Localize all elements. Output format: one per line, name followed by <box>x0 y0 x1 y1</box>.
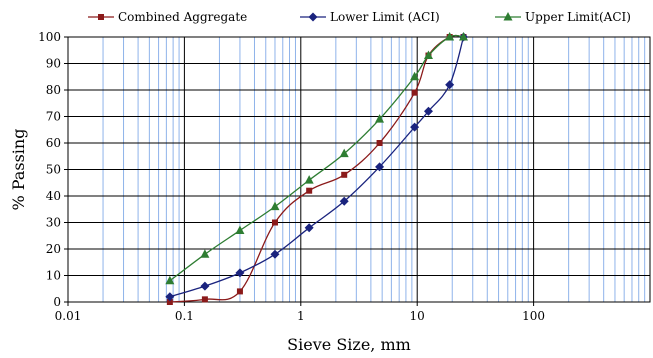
data-point <box>411 89 418 96</box>
legend-label: Upper Limit(ACI) <box>525 10 631 24</box>
data-point <box>166 299 173 305</box>
tick-labels: 0 10 20 30 40 50 60 70 80 90 100 0.01 0.1 1 10 100 <box>38 30 545 323</box>
legend-label: Combined Aggregate <box>118 10 247 24</box>
data-point <box>270 201 280 211</box>
data-point <box>236 288 243 295</box>
data-point <box>98 14 104 20</box>
data-point <box>308 12 318 22</box>
x-axis-title: Sieve Size, mm <box>287 335 411 354</box>
data-point <box>200 281 210 291</box>
x-tick-label: 100 <box>522 309 545 323</box>
data-point <box>459 32 469 41</box>
x-tick-label: 1 <box>297 309 305 323</box>
data-point <box>304 175 314 184</box>
data-point <box>339 148 349 158</box>
data-point <box>235 225 245 234</box>
data-point <box>423 50 433 60</box>
data-point <box>445 80 455 90</box>
y-tick-label: 0 <box>53 295 61 309</box>
data-point <box>304 223 314 233</box>
legend: Combined Aggregate Lower Limit (ACI) Upper… <box>88 10 631 24</box>
series-layer <box>165 32 469 305</box>
x-tick-label: 0.1 <box>175 309 194 323</box>
y-tick-label: 80 <box>46 83 61 97</box>
y-axis-title: % Passing <box>9 129 28 211</box>
data-point <box>410 71 420 81</box>
data-point <box>503 12 513 21</box>
data-point <box>339 196 349 206</box>
y-tick-label: 10 <box>46 269 61 283</box>
data-point <box>235 268 245 278</box>
data-point <box>375 162 385 172</box>
data-point <box>423 106 433 116</box>
data-point <box>341 171 348 178</box>
data-point <box>376 140 383 146</box>
y-tick-label: 20 <box>46 242 61 256</box>
data-point <box>410 122 420 132</box>
data-point <box>375 114 385 123</box>
y-tick-label: 90 <box>46 57 61 71</box>
legend-item-3: Upper Limit(ACI) <box>495 10 631 24</box>
data-point <box>200 249 210 258</box>
legend-item-2: Lower Limit (ACI) <box>300 10 440 24</box>
series-2 <box>165 32 469 302</box>
x-tick-label: 10 <box>410 309 425 323</box>
data-point <box>165 275 175 285</box>
data-point <box>271 219 278 226</box>
y-tick-label: 30 <box>46 216 61 230</box>
y-tick-label: 100 <box>38 30 61 44</box>
series-3 <box>165 32 469 285</box>
y-tick-label: 40 <box>46 189 61 203</box>
legend-label: Lower Limit (ACI) <box>330 10 440 24</box>
x-tick-label: 0.01 <box>55 309 82 323</box>
axes <box>64 36 651 306</box>
legend-item-1: Combined Aggregate <box>88 10 247 24</box>
data-point <box>306 187 313 194</box>
y-tick-label: 70 <box>46 110 61 124</box>
data-point <box>201 296 208 303</box>
data-point <box>445 32 455 41</box>
y-tick-label: 50 <box>46 163 61 177</box>
data-point <box>165 292 175 302</box>
data-point <box>270 249 280 259</box>
y-tick-label: 60 <box>46 136 61 150</box>
